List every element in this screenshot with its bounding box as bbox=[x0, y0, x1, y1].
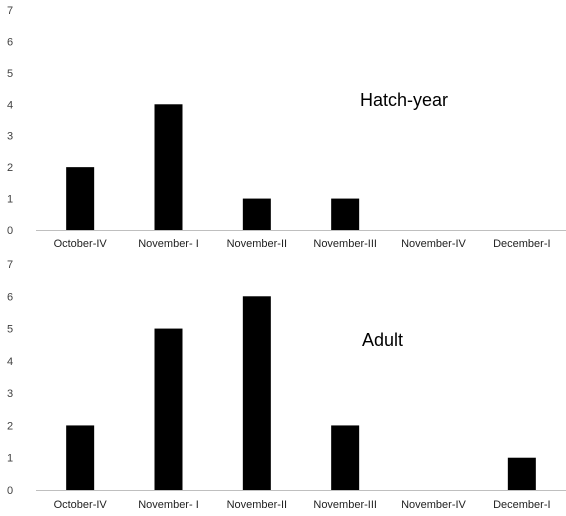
hatch-year-title: Hatch-year bbox=[360, 90, 448, 110]
hatch-year-y-tick-label: 5 bbox=[7, 68, 13, 80]
hatch-year-category-label: December-I bbox=[493, 238, 550, 250]
adult-plot: 0 1 2 3 4 5 6 7 October-IV November- I November-II… bbox=[7, 259, 566, 511]
hatch-year-category-label: November-III bbox=[313, 238, 377, 250]
hatch-year-category-label: November-II bbox=[227, 238, 288, 250]
adult-y-tick-label: 3 bbox=[7, 388, 13, 400]
adult-y-tick-label: 0 bbox=[7, 485, 13, 497]
adult-bar bbox=[242, 296, 271, 490]
hatch-year-category-label: November- I bbox=[138, 238, 199, 250]
adult-y-tick-label: 1 bbox=[7, 453, 13, 465]
hatch-year-y-tick-label: 1 bbox=[7, 194, 13, 206]
hatch-year-y-tick-label: 6 bbox=[7, 36, 13, 48]
hatch-year-category-label: October-IV bbox=[54, 238, 108, 250]
hatch-year-y-tick-label: 2 bbox=[7, 162, 13, 174]
hatch-year-category-label: November-IV bbox=[401, 238, 466, 250]
adult-y-tick-label: 6 bbox=[7, 291, 13, 303]
adult-category-label: October-IV bbox=[54, 499, 108, 511]
adult-y-tick-label: 4 bbox=[7, 356, 13, 368]
adult-bar bbox=[331, 425, 360, 490]
adult-category-label: December-I bbox=[493, 499, 550, 511]
adult-category-label: November-IV bbox=[401, 499, 466, 511]
hatch-year-bar bbox=[242, 198, 271, 230]
hatch-year-bar bbox=[66, 167, 95, 230]
adult-chart: Adult 0 1 2 3 4 5 6 7 October-IV November- I Novem… bbox=[7, 259, 566, 511]
adult-title: Adult bbox=[362, 330, 403, 350]
adult-bar bbox=[154, 328, 183, 490]
hatch-year-plot: 0 1 2 3 4 5 6 7 October-IV November- I November-II… bbox=[7, 5, 566, 250]
adult-bar bbox=[66, 425, 95, 490]
adult-y-tick-label: 2 bbox=[7, 420, 13, 432]
adult-category-label: November-II bbox=[227, 499, 288, 511]
hatch-year-y-tick-label: 7 bbox=[7, 5, 13, 17]
adult-y-tick-label: 7 bbox=[7, 259, 13, 271]
adult-y-tick-label: 5 bbox=[7, 324, 13, 336]
adult-bar bbox=[507, 457, 536, 490]
adult-category-label: November- I bbox=[138, 499, 199, 511]
hatch-year-y-tick-label: 4 bbox=[7, 99, 13, 111]
hatch-year-bar bbox=[154, 104, 183, 230]
hatch-year-y-tick-label: 3 bbox=[7, 131, 13, 143]
hatch-year-y-tick-label: 0 bbox=[7, 225, 13, 237]
hatch-year-chart: Hatch-year 0 1 2 3 4 5 6 7 October-IV November- I… bbox=[7, 5, 566, 250]
hatch-year-bar bbox=[331, 198, 360, 230]
adult-category-label: November-III bbox=[313, 499, 377, 511]
